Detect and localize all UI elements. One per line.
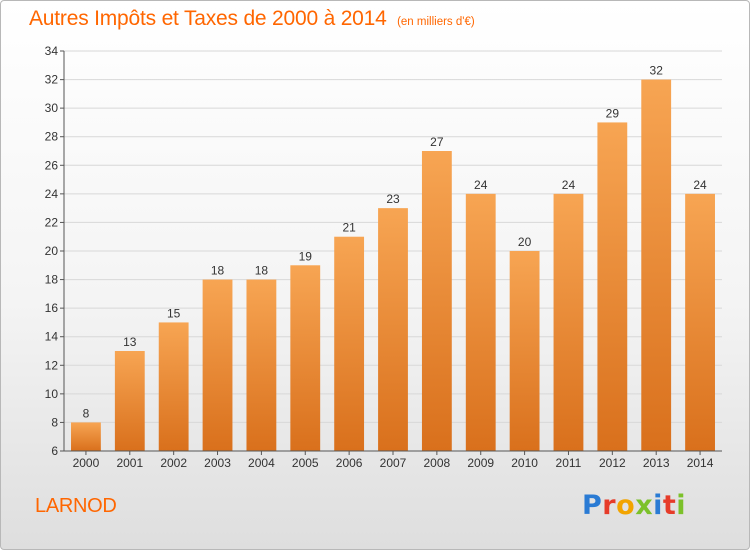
x-tick-label: 2007 <box>380 456 407 470</box>
logo-letter: r <box>602 490 617 521</box>
bar <box>465 193 496 451</box>
x-tick-label: 2008 <box>424 456 451 470</box>
proxiti-logo: Proxiti <box>582 490 686 521</box>
bars <box>71 79 715 452</box>
bar <box>71 422 101 451</box>
bar-value-label: 8 <box>83 406 90 420</box>
bar-value-label: 13 <box>123 335 137 349</box>
chart-title: Autres Impôts et Taxes de 2000 à 2014 (e… <box>29 7 475 31</box>
logo-letter: x <box>635 490 654 521</box>
bar <box>509 251 540 451</box>
y-tick-label: 20 <box>45 244 59 258</box>
bar-value-label: 21 <box>342 221 356 235</box>
y-tick-label: 12 <box>45 358 59 372</box>
x-tick-label: 2006 <box>336 456 363 470</box>
bar <box>641 79 672 452</box>
bar <box>597 122 628 451</box>
chart-title-text: Autres Impôts et Taxes de 2000 à 2014 <box>29 7 387 30</box>
chart-unit-text: (en milliers d'€) <box>397 16 475 28</box>
x-tick-label: 2002 <box>160 456 187 470</box>
x-tick-label: 2013 <box>643 456 670 470</box>
bar <box>685 193 715 451</box>
x-tick-label: 2014 <box>687 456 714 470</box>
y-tick-label: 14 <box>45 330 59 344</box>
x-tick-label: 2003 <box>204 456 231 470</box>
bar-value-label: 20 <box>518 235 532 249</box>
bar-value-label: 18 <box>255 264 269 278</box>
bar <box>158 322 189 451</box>
logo-letter: P <box>582 490 603 521</box>
y-tick-label: 8 <box>51 415 58 429</box>
axes: 6 8 10 12 14 16 18 20 22 24 26 28 30 32 34 2000 2001 2002… <box>45 44 722 470</box>
bar-value-label: 15 <box>167 306 181 320</box>
bar <box>553 193 584 451</box>
bar <box>421 151 452 451</box>
logo-letter: i <box>653 490 663 521</box>
x-tick-label: 2012 <box>599 456 626 470</box>
bar <box>290 265 321 451</box>
logo-letter: t <box>662 490 677 521</box>
y-tick-label: 22 <box>45 215 59 229</box>
bar <box>202 279 233 451</box>
bar-value-label: 18 <box>211 264 225 278</box>
bar <box>246 279 277 451</box>
bar-value-label: 24 <box>693 178 707 192</box>
x-tick-label: 2009 <box>467 456 494 470</box>
bar <box>378 208 408 451</box>
y-tick-label: 32 <box>45 73 59 87</box>
y-tick-label: 16 <box>45 301 59 315</box>
y-tick-label: 28 <box>45 130 59 144</box>
bar-value-label: 32 <box>650 64 664 78</box>
y-tick-label: 24 <box>45 187 59 201</box>
bar-value-label: 29 <box>606 106 620 120</box>
data-labels: 8 13 15 18 18 19 21 23 27 24 20 24 29 32 24 <box>83 64 707 421</box>
x-tick-label: 2000 <box>73 456 100 470</box>
y-tick-label: 26 <box>45 158 59 172</box>
x-tick-label: 2010 <box>511 456 538 470</box>
bar <box>114 351 145 451</box>
y-tick-label: 18 <box>45 273 59 287</box>
logo-letter: o <box>616 490 636 521</box>
y-tick-label: 34 <box>45 44 59 58</box>
x-tick-label: 2001 <box>116 456 143 470</box>
bar <box>334 236 365 451</box>
bar-value-label: 23 <box>386 192 400 206</box>
y-tick-label: 10 <box>45 387 59 401</box>
y-tick-label: 6 <box>51 444 58 458</box>
y-tick-label: 30 <box>45 101 59 115</box>
x-tick-label: 2004 <box>248 456 275 470</box>
bar-value-label: 27 <box>430 135 444 149</box>
bar-value-label: 19 <box>299 249 313 263</box>
bar-value-label: 24 <box>562 178 576 192</box>
x-tick-label: 2005 <box>292 456 319 470</box>
commune-name: LARNOD <box>35 495 117 517</box>
bar-value-label: 24 <box>474 178 488 192</box>
x-tick-label: 2011 <box>556 456 582 470</box>
logo-letter: i <box>676 490 687 521</box>
